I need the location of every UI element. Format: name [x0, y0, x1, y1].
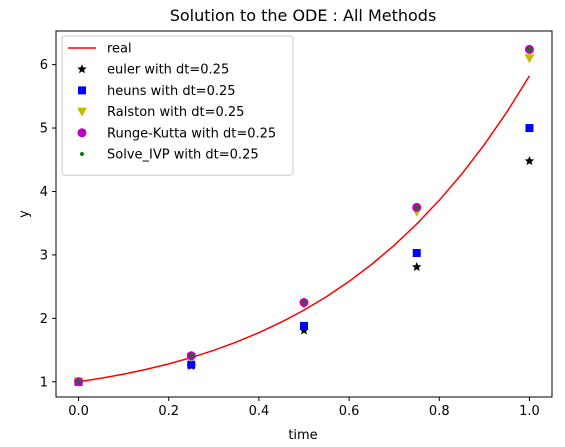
- chart-title: Solution to the ODE : All Methods: [170, 6, 437, 25]
- point-heuns-with-dt-0-25: [187, 360, 196, 369]
- y-axis: 1 2 3 4 5 6: [40, 58, 56, 390]
- point-solve-ivp-with-dt-0-25: [76, 379, 81, 384]
- legend-item-real: real: [68, 42, 132, 57]
- plot-area: [73, 44, 535, 387]
- legend-label: Ralston with dt=0.25: [107, 105, 244, 120]
- legend-item-solve-ivp-with-dt-0-25: Solve_IVP with dt=0.25: [80, 148, 259, 163]
- series-solve-ivp-with-dt-0-25: [76, 47, 532, 384]
- line-real: [78, 75, 531, 383]
- point-heuns-with-dt-0-25: [412, 249, 421, 258]
- y-tick-label: 5: [40, 122, 48, 137]
- point-euler-with-dt-0-25: [524, 156, 535, 166]
- point-solve-ivp-with-dt-0-25: [527, 47, 532, 52]
- y-axis-label: y: [17, 210, 32, 218]
- x-tick-label: 1.0: [519, 404, 540, 419]
- legend-box: [61, 35, 294, 176]
- x-tick-label: 0.4: [249, 404, 270, 419]
- legend-swatch: [77, 128, 87, 138]
- legend-item-euler-with-dt-0-25: euler with dt=0.25: [77, 63, 229, 78]
- axes-frame: [55, 30, 553, 398]
- point-heuns-with-dt-0-25: [525, 124, 534, 133]
- legend-swatch: [77, 107, 87, 117]
- legend-label: euler with dt=0.25: [107, 63, 229, 78]
- legend: real euler with dt=0.25 heuns with dt=0.25…: [61, 35, 294, 176]
- x-tick-label: 0.2: [158, 404, 179, 419]
- legend-label: Solve_IVP with dt=0.25: [107, 148, 259, 163]
- y-tick-label: 6: [40, 58, 48, 73]
- point-ralston-with-dt-0-25: [524, 54, 535, 64]
- legend-swatch: [80, 152, 84, 156]
- point-heuns-with-dt-0-25: [300, 321, 308, 330]
- x-tick-label: 0.6: [339, 404, 360, 419]
- y-tick-label: 3: [40, 248, 48, 263]
- point-solve-ivp-with-dt-0-25: [414, 205, 419, 210]
- y-tick-label: 4: [40, 185, 48, 200]
- point-solve-ivp-with-dt-0-25: [189, 353, 194, 358]
- legend-swatch: [77, 64, 87, 74]
- legend-item-heuns-with-dt-0-25: heuns with dt=0.25: [78, 84, 236, 99]
- x-tick-label: 0.8: [429, 404, 450, 419]
- x-axis: 0.0 0.2 0.4 0.6 0.8 1.0: [68, 397, 540, 419]
- legend-swatch: [78, 86, 86, 95]
- x-tick-label: 0.0: [68, 404, 89, 419]
- point-euler-with-dt-0-25: [411, 261, 422, 272]
- y-tick-label: 2: [40, 312, 48, 327]
- y-tick-label: 1: [40, 375, 48, 390]
- point-solve-ivp-with-dt-0-25: [302, 300, 306, 305]
- legend-label: real: [107, 42, 132, 57]
- x-axis-label: time: [288, 428, 317, 443]
- legend-label: Runge-Kutta with dt=0.25: [107, 126, 276, 141]
- legend-label: heuns with dt=0.25: [107, 84, 236, 99]
- legend-item-ralston-with-dt-0-25: Ralston with dt=0.25: [77, 105, 244, 120]
- series-real: [78, 75, 531, 383]
- legend-item-runge-kutta-with-dt-0-25: Runge-Kutta with dt=0.25: [77, 126, 276, 141]
